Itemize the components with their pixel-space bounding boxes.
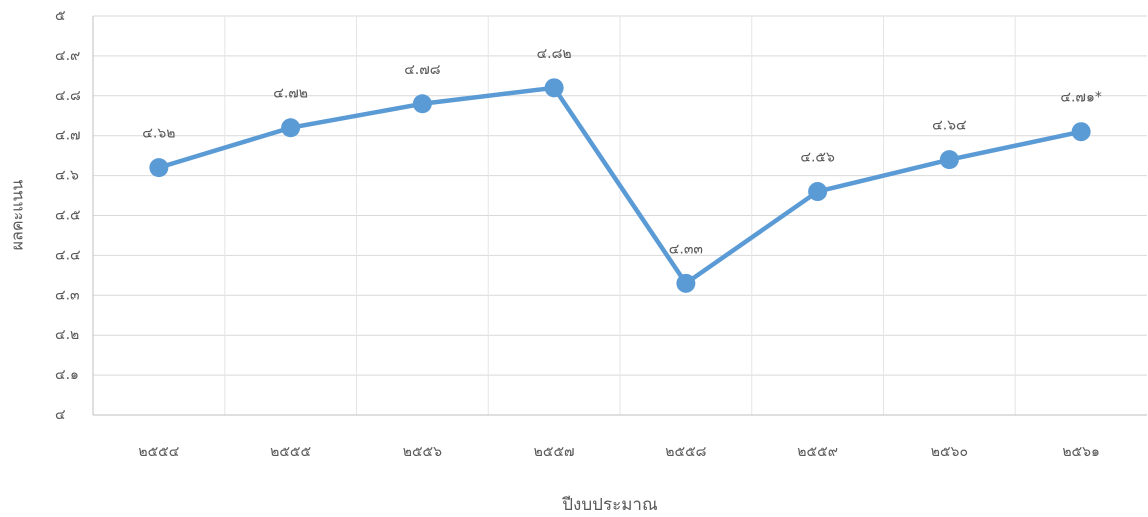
data-label: ๔.๗๘ xyxy=(404,62,440,78)
marker xyxy=(676,273,696,293)
y-tick-label: ๔.๖ xyxy=(55,168,79,184)
x-tick-label: ๒๕๕๙ xyxy=(797,444,838,460)
marker xyxy=(412,94,432,114)
x-tick-label: ๒๕๕๕ xyxy=(270,444,311,460)
y-tick-label: ๔.๘ xyxy=(55,88,81,104)
x-tick-label: ๒๕๖๐ xyxy=(931,444,968,460)
marker xyxy=(939,150,959,170)
data-label: ๔.๘๒ xyxy=(537,46,572,62)
marker xyxy=(1071,122,1091,142)
y-tick-label: ๔.๑ xyxy=(55,367,79,383)
marker xyxy=(544,78,564,98)
x-tick-label: ๒๕๕๗ xyxy=(534,444,575,460)
y-tick-label: ๔.๒ xyxy=(55,327,79,343)
marker xyxy=(149,158,169,178)
marker xyxy=(808,182,828,202)
data-label: ๔.๖๒ xyxy=(142,126,175,142)
y-axis-title: ผลคะแนน xyxy=(8,180,27,251)
y-tick-label: ๔.๗ xyxy=(55,128,81,144)
y-tick-label: ๔.๓ xyxy=(55,287,80,303)
data-label: ๔.๕๖ xyxy=(800,150,835,166)
x-tick-label: ๒๕๕๘ xyxy=(665,444,706,460)
data-label: ๔.๗๒ xyxy=(273,86,308,102)
data-label: ๔.๓๓ xyxy=(669,241,703,257)
y-tick-label: ๔.๙ xyxy=(55,48,80,64)
line xyxy=(158,85,1082,286)
data-label: ๔.๗๑* xyxy=(1060,90,1101,106)
x-axis-title: ปีงบประมาณ xyxy=(561,495,658,515)
y-tick-label: ๔ xyxy=(55,407,66,423)
x-tick-label: ๒๕๖๑ xyxy=(1062,444,1100,460)
y-tick-label: ๔.๕ xyxy=(55,208,81,224)
marker xyxy=(281,118,301,138)
x-tick-label: ๒๕๕๖ xyxy=(403,444,442,460)
data-label: ๔.๖๔ xyxy=(932,118,967,134)
y-tick-label: ๔.๔ xyxy=(55,247,81,263)
y-tick-label: ๕ xyxy=(55,8,66,24)
x-tick-label: ๒๕๕๔ xyxy=(138,444,179,460)
